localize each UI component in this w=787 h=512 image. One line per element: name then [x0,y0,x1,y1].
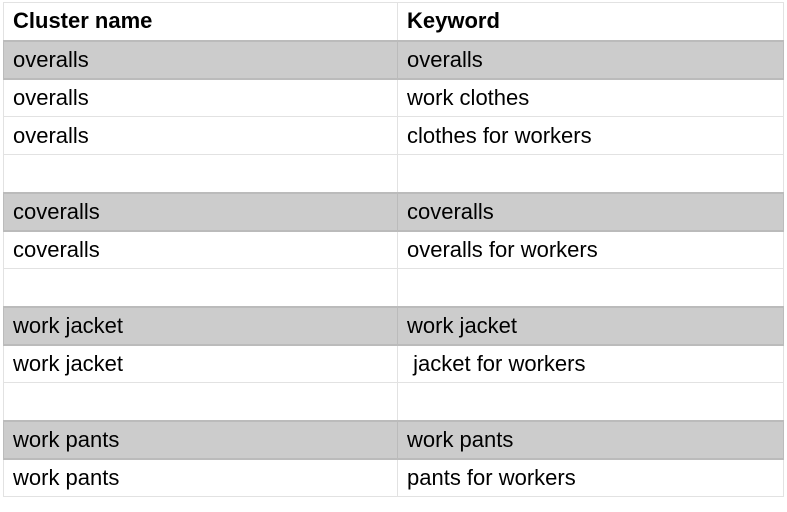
cell-keyword[interactable]: jacket for workers [397,344,784,383]
cell-keyword[interactable]: work pants [397,419,784,460]
table-row: overalls clothes for workers [3,116,784,155]
cell-keyword[interactable]: work clothes [397,78,784,117]
table-row [3,268,784,307]
table-row: overalls overalls [3,39,784,80]
cell-cluster-name[interactable] [3,154,398,193]
header-keyword[interactable]: Keyword [397,2,784,41]
cell-keyword[interactable]: pants for workers [397,458,784,497]
table-row: work pants work pants [3,419,784,460]
table-row: work jacket work jacket [3,305,784,346]
table-row: work jacket jacket for workers [3,344,784,383]
cell-keyword[interactable]: overalls for workers [397,230,784,269]
cell-cluster-name[interactable]: work pants [3,458,398,497]
cell-cluster-name[interactable]: overalls [3,116,398,155]
table-row: work pants pants for workers [3,458,784,497]
table-row [3,154,784,193]
header-row: Cluster name Keyword [3,2,784,41]
cell-cluster-name[interactable]: work pants [3,419,398,460]
cell-keyword[interactable] [397,382,784,421]
table-row: coveralls coveralls [3,191,784,232]
cell-cluster-name[interactable] [3,382,398,421]
cell-cluster-name[interactable]: overalls [3,78,398,117]
table-row [3,382,784,421]
cell-cluster-name[interactable]: coveralls [3,191,398,232]
cell-keyword[interactable]: work jacket [397,305,784,346]
cell-keyword[interactable]: overalls [397,39,784,80]
header-cluster-name[interactable]: Cluster name [3,2,398,41]
spreadsheet-grid: Cluster name Keyword overalls overalls ove… [3,2,784,497]
cell-cluster-name[interactable] [3,268,398,307]
cell-cluster-name[interactable]: work jacket [3,305,398,346]
cell-cluster-name[interactable]: work jacket [3,344,398,383]
cell-cluster-name[interactable]: coveralls [3,230,398,269]
cell-cluster-name[interactable]: overalls [3,39,398,80]
cell-keyword[interactable]: coveralls [397,191,784,232]
cell-keyword[interactable]: clothes for workers [397,116,784,155]
table-row: overalls work clothes [3,78,784,117]
cell-keyword[interactable] [397,268,784,307]
cell-keyword[interactable] [397,154,784,193]
table-row: coveralls overalls for workers [3,230,784,269]
